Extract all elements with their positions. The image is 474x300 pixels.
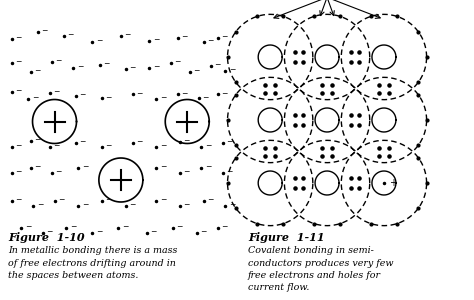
Text: −: − bbox=[160, 164, 166, 172]
Text: +: + bbox=[389, 178, 397, 188]
Text: −: − bbox=[53, 88, 60, 97]
Text: −: − bbox=[183, 168, 190, 176]
Text: −: − bbox=[202, 94, 209, 102]
Text: −: − bbox=[221, 33, 228, 41]
Text: −: − bbox=[103, 60, 109, 68]
Text: −: − bbox=[105, 196, 112, 205]
Text: −: − bbox=[183, 137, 190, 145]
Text: −: − bbox=[160, 142, 166, 151]
Text: −: − bbox=[207, 196, 214, 205]
Text: −: − bbox=[226, 138, 233, 146]
Text: −: − bbox=[55, 168, 62, 176]
Text: −: − bbox=[226, 168, 233, 176]
Text: −: − bbox=[15, 87, 22, 95]
Text: −: − bbox=[205, 164, 211, 172]
Text: −: − bbox=[200, 228, 207, 236]
Text: −: − bbox=[34, 136, 41, 145]
Text: −: − bbox=[15, 196, 22, 205]
Text: Figure  1-11: Figure 1-11 bbox=[248, 232, 325, 243]
Text: −: − bbox=[82, 201, 88, 209]
Text: −: − bbox=[181, 33, 188, 41]
Text: −: − bbox=[53, 142, 60, 151]
Text: −: − bbox=[183, 201, 190, 209]
Text: −: − bbox=[160, 94, 166, 103]
Text: −: − bbox=[228, 201, 235, 209]
Text: −: − bbox=[174, 58, 181, 67]
Text: −: − bbox=[96, 228, 102, 236]
Text: −: − bbox=[153, 36, 159, 44]
Text: −: − bbox=[67, 32, 74, 40]
Text: −: − bbox=[153, 63, 159, 71]
Text: −: − bbox=[58, 196, 64, 205]
Text: −: − bbox=[82, 164, 88, 172]
Text: −: − bbox=[228, 66, 235, 74]
Text: −: − bbox=[181, 90, 188, 98]
Text: −: − bbox=[96, 38, 102, 46]
Text: −: − bbox=[15, 142, 22, 151]
Text: −: − bbox=[129, 201, 136, 209]
Text: −: − bbox=[124, 32, 131, 40]
Text: −: − bbox=[70, 224, 76, 232]
Text: −: − bbox=[105, 94, 112, 102]
Text: −: − bbox=[41, 27, 48, 35]
Text: −: − bbox=[25, 224, 31, 232]
Text: −: − bbox=[136, 90, 143, 98]
Text: −: − bbox=[34, 164, 41, 172]
Text: −: − bbox=[79, 138, 86, 146]
Text: −: − bbox=[46, 228, 53, 236]
Text: −: − bbox=[15, 168, 22, 176]
Text: −: − bbox=[77, 63, 83, 71]
Text: −: − bbox=[122, 224, 128, 232]
Text: −: − bbox=[221, 90, 228, 98]
Text: −: − bbox=[105, 142, 112, 151]
Text: −: − bbox=[79, 92, 86, 100]
Text: −: − bbox=[214, 61, 221, 70]
Text: −: − bbox=[32, 94, 38, 103]
Text: −: − bbox=[129, 64, 136, 73]
Text: −: − bbox=[136, 138, 143, 146]
Text: −: − bbox=[15, 34, 22, 43]
Text: −: − bbox=[160, 196, 166, 205]
Text: −: − bbox=[205, 142, 211, 151]
Text: −: − bbox=[207, 38, 214, 46]
Text: −: − bbox=[15, 58, 22, 67]
Text: −: − bbox=[193, 68, 200, 76]
Text: In metallic bonding there is a mass
of free electrons drifting around in
the spa: In metallic bonding there is a mass of f… bbox=[8, 246, 177, 280]
Text: −: − bbox=[36, 201, 43, 209]
Text: Covalent bonding in semi-
conductors produces very few
free electrons and holes : Covalent bonding in semi- conductors pro… bbox=[248, 246, 393, 292]
Text: −: − bbox=[176, 224, 183, 232]
Text: −: − bbox=[150, 228, 157, 236]
Text: −: − bbox=[221, 224, 228, 232]
Text: −: − bbox=[34, 68, 41, 76]
Text: Figure  1-10: Figure 1-10 bbox=[8, 232, 85, 243]
Text: −: − bbox=[55, 57, 62, 65]
